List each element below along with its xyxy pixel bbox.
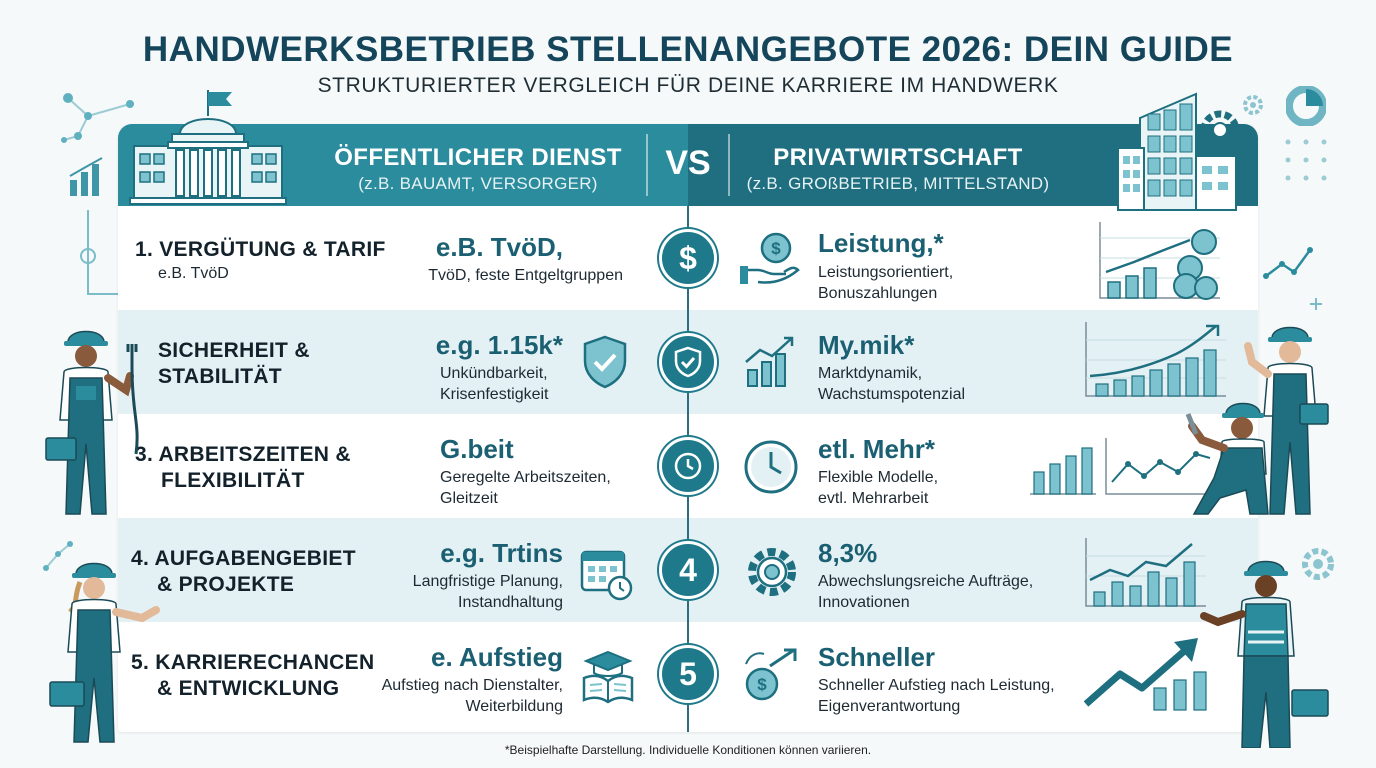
vs-divider-left (646, 134, 648, 196)
category-label-line: & PROJEKTE (157, 573, 295, 596)
private-detail: Abwechslungsreiche Aufträge, Innovatione… (818, 573, 1034, 611)
career-arrow-chart-icon (1084, 638, 1207, 711)
category-sublabel: e.B. TvöD (158, 265, 229, 282)
worker-with-plug-icon (45, 330, 139, 515)
clock-icon (674, 452, 702, 480)
project-bar-chart-icon (1085, 538, 1206, 607)
shield-check-icon (583, 335, 627, 389)
category-label-line: & ENTWICKLUNG (157, 677, 340, 700)
public-detail: Unkündbarkeit, Krisenfestigkeit (440, 365, 549, 403)
private-detail: Marktdynamik, Wachstumspotenzial (818, 365, 966, 403)
clock-large-icon (744, 440, 798, 494)
public-sector-subtitle: (z.B. BAUAMT, VERSORGER) (358, 174, 598, 193)
graduation-book-icon (582, 650, 634, 704)
comparison-panel: ÖFFENTLICHER DIENST (z.B. BAUAMT, VERSOR… (118, 124, 1258, 732)
category-label-line: 4. AUFGABENGEBIET (131, 547, 356, 570)
category-label: 5. KARRIERECHANCEN & ENTWICKLUNG (131, 650, 374, 702)
private-headline: My.mik* (818, 330, 915, 360)
category-label-line: SICHERHEIT & (158, 339, 310, 362)
category-label: 3. ARBEITSZEITEN & FLEXIBILITÄT (135, 442, 351, 494)
trend-network-icon (1263, 247, 1322, 310)
private-headline: etl. Mehr* (818, 434, 936, 464)
public-headline: e. Aufstieg (431, 642, 563, 672)
kneeling-worker-wrench-icon (1185, 402, 1269, 515)
vs-divider-right (728, 134, 730, 196)
category-label: 4. AUFGABENGEBIET & PROJEKTE (131, 546, 356, 598)
gear-target-icon (748, 548, 796, 596)
government-building-icon (129, 90, 287, 205)
public-headline: e.g. 1.15k* (435, 330, 563, 360)
row-badge: 4 (659, 541, 717, 599)
private-detail: Schneller Aufstieg nach Leistung, Eigenv… (818, 677, 1055, 715)
public-detail: Langfristige Planung, Instandhaltung (412, 573, 563, 611)
shield-check-icon (674, 346, 702, 378)
worker-thumbs-up-icon (1244, 326, 1329, 515)
calendar-clock-icon (580, 550, 633, 601)
private-detail: Flexible Modelle, evtl. Mehrarbeit (818, 469, 939, 507)
public-detail: TvöD, feste Entgeltgruppen (428, 267, 623, 284)
dot-grid-decoration-icon (1285, 139, 1327, 181)
public-sector-title: ÖFFENTLICHER DIENST (334, 144, 622, 171)
private-headline: Schneller (818, 642, 936, 672)
page-title: HANDWERKSBETRIEB STELLENANGEBOTE 2026: D… (142, 30, 1234, 69)
gear-small-icon (1243, 95, 1263, 115)
category-label-line: FLEXIBILITÄT (161, 469, 305, 492)
pie-chart-icon (1286, 86, 1326, 126)
row-badge (659, 437, 717, 495)
category-label-line: 3. ARBEITSZEITEN & (135, 443, 351, 466)
gear-right-icon (1302, 548, 1334, 580)
hand-coin-icon: $ (740, 232, 800, 284)
office-building-icon (1117, 92, 1240, 211)
row-badge: $ (659, 229, 717, 287)
worker-with-toolbox-icon (49, 562, 160, 743)
private-headline: Leistung,* (818, 228, 944, 258)
private-sector-subtitle: (z.B. GROßBETRIEB, MITTELSTAND) (746, 174, 1050, 193)
public-detail: Aufstieg nach Dienstalter, Weiterbildung (381, 677, 563, 715)
footnote: *Beispielhafte Darstellung. Individuelle… (504, 743, 872, 757)
vs-label: VS (665, 144, 711, 182)
coin-arrow-icon: $ (745, 648, 797, 701)
dots-decoration-icon (43, 541, 73, 571)
svg-text:$: $ (757, 675, 767, 694)
coin-growth-chart-icon (1099, 222, 1220, 300)
row-badge (659, 333, 717, 391)
svg-text:$: $ (771, 239, 781, 258)
bar-and-line-charts-icon (1030, 438, 1214, 495)
private-sector-title: PRIVATWIRTSCHAFT (773, 144, 1023, 171)
category-label: SICHERHEIT & STABILITÄT (158, 338, 310, 390)
page-subtitle: STRUKTURIERTER VERGLEICH FÜR DEINE KARRI… (317, 74, 1059, 97)
public-headline: e.g. Trtins (440, 538, 563, 568)
comparison-header: ÖFFENTLICHER DIENST (z.B. BAUAMT, VERSOR… (118, 124, 1258, 206)
public-headline: e.B. TvöD, (435, 232, 563, 262)
row-badge: 5 (659, 645, 717, 703)
connector-line-icon (80, 210, 130, 295)
growth-bars-icon (745, 336, 794, 387)
public-detail: Geregelte Arbeitszeiten, Gleitzeit (440, 469, 611, 507)
category-label: 1. VERGÜTUNG & TARIF (135, 238, 386, 261)
network-decoration-icon (61, 93, 134, 196)
category-label-line: STABILITÄT (158, 365, 282, 388)
private-headline: 8,3% (818, 538, 878, 568)
public-headline: G.beit (440, 434, 514, 464)
private-detail: Leistungsorientiert, Bonuszahlungen (818, 264, 954, 302)
worker-with-vest-icon (1200, 560, 1329, 748)
category-label-line: 5. KARRIERECHANCEN (131, 651, 375, 674)
rising-bar-chart-icon (1085, 322, 1226, 397)
